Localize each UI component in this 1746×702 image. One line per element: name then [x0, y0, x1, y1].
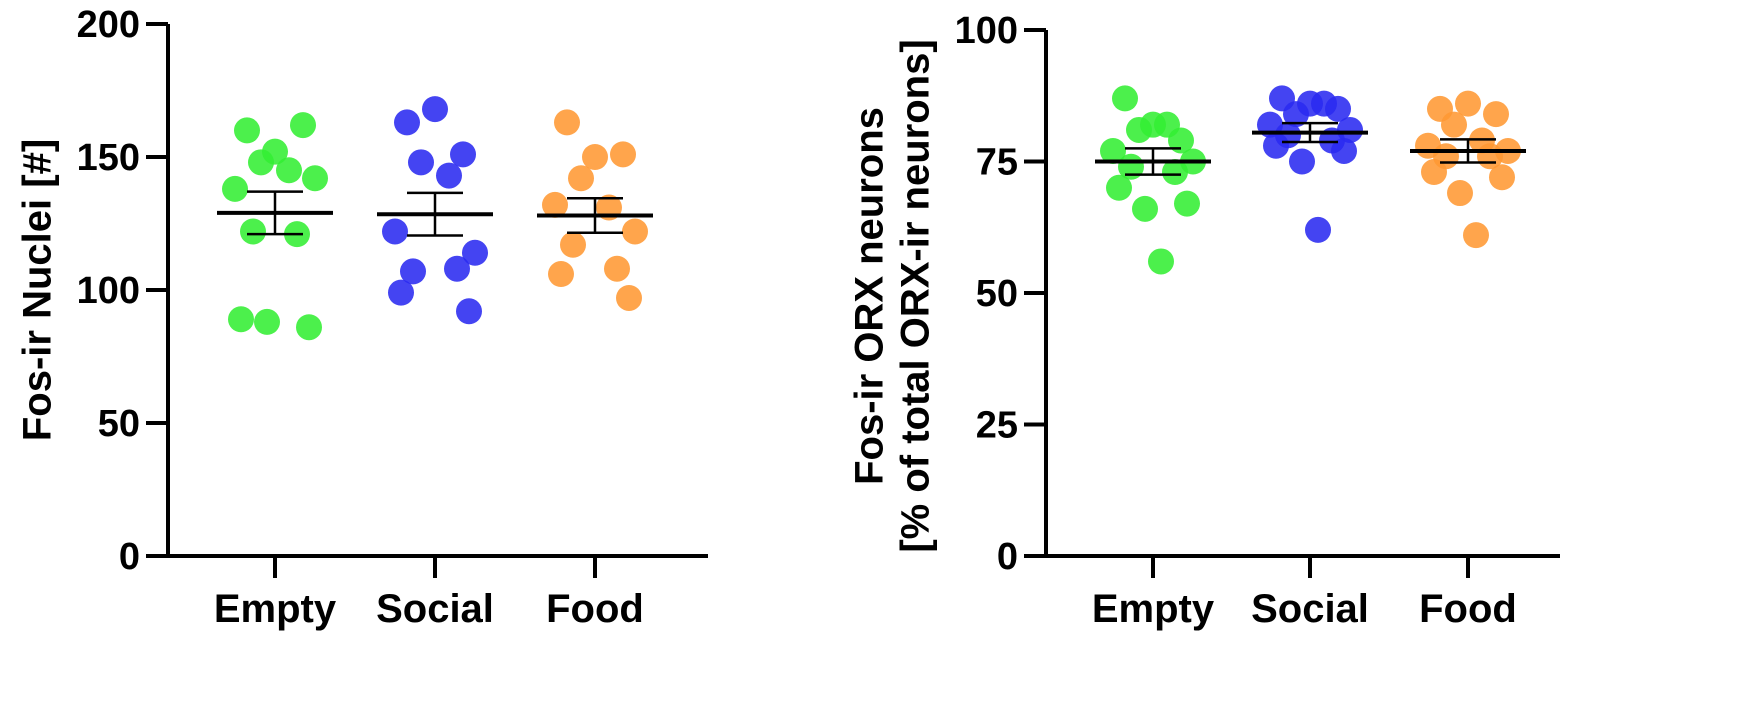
data-point-food — [542, 191, 568, 218]
panel-fos-ir-nuclei: 0 50 100 150 200 Empty Social Food Fos-ir Nuclei… — [16, 4, 708, 631]
data-point-food — [1447, 180, 1473, 207]
data-point-social — [408, 149, 434, 176]
y-tick-label: 100 — [77, 270, 140, 312]
data-point-empty — [296, 314, 322, 341]
data-point-empty — [1174, 190, 1200, 217]
data-point-empty — [290, 112, 316, 139]
y-tick-label: 50 — [976, 273, 1018, 315]
data-point-empty — [248, 149, 274, 176]
data-point-empty — [234, 117, 260, 144]
y-axis-label: Fos-ir ORX neurons — [848, 107, 892, 485]
data-point-food — [582, 144, 608, 170]
data-point-food — [622, 218, 648, 245]
data-point-social — [1289, 148, 1315, 175]
data-point-empty — [1126, 116, 1152, 143]
y-tick-label: 0 — [119, 536, 140, 578]
data-point-food — [604, 255, 630, 282]
y-tick-label: 0 — [997, 536, 1018, 578]
data-point-social — [388, 279, 414, 306]
data-point-social — [436, 162, 462, 189]
data-point-empty — [240, 218, 266, 245]
x-tick-label-food: Food — [1419, 587, 1517, 631]
data-point-empty — [1112, 85, 1138, 112]
x-tick-label-social: Social — [376, 587, 494, 631]
data-point-social — [1311, 90, 1337, 117]
data-point-social — [400, 258, 426, 285]
data-point-social — [1283, 101, 1309, 128]
data-point-food — [610, 141, 636, 168]
x-tick-label-empty: Empty — [214, 587, 337, 631]
data-point-social — [422, 96, 448, 123]
y-tick-label: 100 — [955, 10, 1018, 52]
data-point-empty — [276, 157, 302, 184]
data-point-empty — [1162, 159, 1188, 186]
data-point-food — [616, 284, 642, 311]
y-tick-label: 150 — [77, 137, 140, 179]
data-point-empty — [1106, 174, 1132, 201]
data-point-empty — [1154, 111, 1180, 138]
data-point-empty — [222, 175, 248, 202]
data-point-food — [560, 231, 586, 258]
y-tick-label: 50 — [98, 403, 140, 445]
data-point-social — [450, 141, 476, 168]
data-point-food — [1441, 111, 1467, 138]
data-point-social — [1305, 216, 1331, 243]
data-point-empty — [228, 306, 254, 333]
data-point-food — [568, 165, 594, 192]
data-point-food — [1489, 164, 1515, 191]
data-point-empty — [254, 308, 280, 335]
panel-fos-ir-orx-neurons: 0 25 50 75 100 Empty Social Food Fos-ir ORX neur… — [848, 10, 1560, 631]
data-point-empty — [1132, 195, 1158, 222]
data-point-social — [1331, 137, 1357, 164]
data-point-social — [462, 239, 488, 266]
y-tick-label: 200 — [77, 4, 140, 46]
data-point-food — [1421, 159, 1447, 186]
x-tick-label-food: Food — [546, 587, 644, 631]
data-point-social — [1263, 132, 1289, 159]
data-point-food — [1455, 90, 1481, 117]
data-point-social — [382, 218, 408, 245]
data-point-social — [394, 109, 420, 136]
data-point-social — [456, 298, 482, 325]
data-point-food — [548, 261, 574, 288]
x-tick-label-empty: Empty — [1092, 587, 1215, 631]
y-axis-label: [% of total ORX-ir neurons] — [894, 39, 938, 552]
data-point-empty — [302, 165, 328, 192]
data-point-food — [554, 109, 580, 136]
data-point-empty — [1100, 137, 1126, 164]
y-axis-label: Fos-ir Nuclei [#] — [16, 139, 60, 441]
data-point-food — [1463, 222, 1489, 249]
y-tick-label: 25 — [976, 405, 1018, 447]
data-point-food — [1483, 101, 1509, 128]
x-tick-label-social: Social — [1251, 587, 1369, 631]
data-point-empty — [1148, 248, 1174, 275]
data-point-social — [444, 255, 470, 282]
y-tick-label: 75 — [976, 142, 1018, 184]
